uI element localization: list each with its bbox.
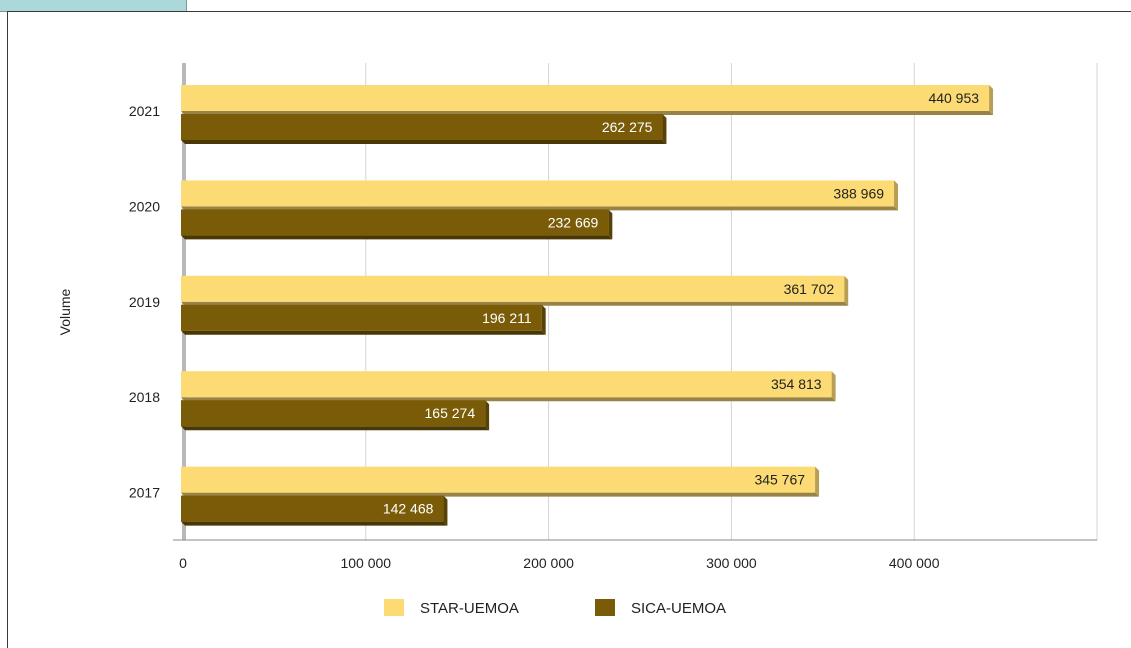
y-axis-title: Volume xyxy=(57,288,73,335)
bar-bottom xyxy=(181,521,448,526)
x-tick-label: 200 000 xyxy=(523,555,574,571)
bar-sica-uemoa xyxy=(181,495,444,522)
legend-label: STAR-UEMOA xyxy=(420,600,519,617)
bar-sica-uemoa xyxy=(181,400,486,427)
y-tick-label: 2019 xyxy=(129,294,160,310)
y-tick-label: 2017 xyxy=(129,485,160,501)
legend-swatch-star-uemoa xyxy=(384,599,404,616)
bar-sica-uemoa xyxy=(181,114,663,140)
bar-star-uemoa xyxy=(181,466,816,493)
data-label: 232 669 xyxy=(548,214,599,230)
x-tick-label: 0 xyxy=(179,555,187,571)
bar-side xyxy=(815,466,820,497)
bar-side xyxy=(541,304,546,335)
bar-side xyxy=(844,275,849,306)
bar-side xyxy=(662,114,667,144)
data-label: 196 211 xyxy=(482,310,532,326)
data-label: 142 468 xyxy=(383,501,434,517)
bar-side xyxy=(894,180,899,211)
x-tick-label: 400 000 xyxy=(889,555,940,571)
data-label: 345 767 xyxy=(754,472,805,488)
y-tick-label: 2020 xyxy=(129,198,160,214)
bar-side xyxy=(443,495,448,526)
bar-star-uemoa xyxy=(181,275,845,302)
bar-star-uemoa xyxy=(181,180,895,207)
x-tick-label: 300 000 xyxy=(706,555,757,571)
x-tick-label: 100 000 xyxy=(340,555,391,571)
bar-side xyxy=(831,371,836,402)
bar-side xyxy=(989,85,994,115)
bar-bottom xyxy=(181,330,546,335)
data-label: 361 702 xyxy=(784,281,835,297)
data-label: 440 953 xyxy=(928,90,979,106)
bar-side xyxy=(485,400,490,431)
bar-side xyxy=(608,209,613,240)
legend-swatch-sica-uemoa xyxy=(595,599,615,616)
bar-star-uemoa xyxy=(181,371,832,398)
bar-sica-uemoa xyxy=(181,304,542,331)
y-tick-label: 2021 xyxy=(129,103,160,119)
bar-sica-uemoa xyxy=(181,209,609,236)
bar-bottom xyxy=(181,235,613,240)
data-label: 388 969 xyxy=(833,185,884,201)
bar-bottom xyxy=(181,426,490,431)
data-label: 354 813 xyxy=(771,376,822,392)
data-label: 165 274 xyxy=(425,405,476,421)
bar-star-uemoa xyxy=(181,85,990,111)
bar-bottom xyxy=(181,140,667,144)
data-label: 262 275 xyxy=(602,119,653,135)
legend-label: SICA-UEMOA xyxy=(631,600,726,617)
y-tick-label: 2018 xyxy=(129,389,160,405)
